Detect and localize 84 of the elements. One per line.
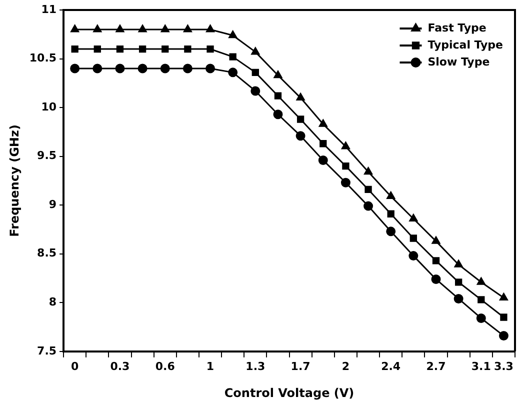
point <box>454 294 464 304</box>
x-axis-title: Control Voltage (V) <box>224 386 354 400</box>
point <box>273 110 283 120</box>
x-tick-label: 3.1 <box>471 360 491 373</box>
y-tick-label: 8.5 <box>37 246 57 260</box>
y-axis-title: Frequency (GHz) <box>7 124 22 237</box>
point <box>116 24 124 32</box>
point <box>454 278 462 286</box>
point <box>341 142 350 150</box>
legend-label: Slow Type <box>428 55 490 68</box>
point <box>160 24 170 32</box>
point <box>182 64 192 74</box>
point <box>138 45 146 53</box>
point <box>296 116 304 123</box>
point <box>116 45 124 53</box>
y-tick-label: 9.5 <box>37 149 57 162</box>
point <box>251 47 260 55</box>
x-tick-label: 0.3 <box>110 360 130 373</box>
point <box>274 70 282 78</box>
point <box>410 234 417 242</box>
point <box>408 251 418 261</box>
point <box>94 45 101 53</box>
point <box>296 93 305 101</box>
point <box>409 214 418 222</box>
point <box>498 331 508 341</box>
point <box>250 86 260 96</box>
point <box>71 45 78 53</box>
point <box>162 45 169 53</box>
y-tick-label: 10 <box>41 100 57 114</box>
x-tick-label: 2 <box>342 360 350 373</box>
point <box>340 178 350 188</box>
point <box>115 64 125 74</box>
point <box>252 68 259 76</box>
point <box>274 92 282 100</box>
point <box>478 296 485 304</box>
x-tick-label: 0 <box>71 360 79 373</box>
point <box>70 64 80 74</box>
point <box>476 313 486 323</box>
x-tick-label: 1.7 <box>290 360 310 373</box>
point <box>229 53 236 60</box>
x-tick-label: 1.3 <box>246 360 266 373</box>
point <box>364 201 374 211</box>
point <box>160 64 170 74</box>
legend-label: Typical Type <box>428 38 504 52</box>
point <box>386 226 396 236</box>
point <box>206 45 214 53</box>
y-tick-label: 11 <box>41 2 57 16</box>
point <box>431 274 441 284</box>
point <box>364 167 372 175</box>
point <box>296 131 306 141</box>
y-tick-label: 10.5 <box>29 52 57 65</box>
y-tick-label: 7.5 <box>37 344 57 358</box>
point <box>206 24 214 32</box>
point <box>92 64 102 74</box>
point <box>318 155 328 165</box>
x-tick-label: 1 <box>206 360 214 373</box>
point <box>476 277 486 285</box>
point <box>228 68 238 78</box>
point <box>206 64 216 74</box>
point <box>228 30 238 38</box>
x-tick-label: 2.4 <box>381 360 401 373</box>
legend-label: Fast Type <box>428 21 486 34</box>
point <box>432 236 440 244</box>
x-tick-label: 3.3 <box>494 360 514 373</box>
y-tick-label: 9 <box>48 198 57 211</box>
point <box>320 140 327 148</box>
point <box>70 24 80 32</box>
point <box>386 192 396 200</box>
point <box>454 260 463 268</box>
x-tick-label: 0.6 <box>155 360 176 373</box>
point <box>184 45 192 53</box>
y-tick-label: 8 <box>48 295 57 308</box>
x-tick-label: 2.7 <box>426 360 446 373</box>
point <box>432 257 440 264</box>
point <box>318 119 328 127</box>
point <box>500 314 508 321</box>
point <box>138 24 147 32</box>
point <box>138 64 148 74</box>
point <box>342 162 350 170</box>
point <box>500 293 508 300</box>
point <box>93 24 102 32</box>
point <box>387 210 394 218</box>
point <box>183 24 192 32</box>
point <box>364 186 372 194</box>
